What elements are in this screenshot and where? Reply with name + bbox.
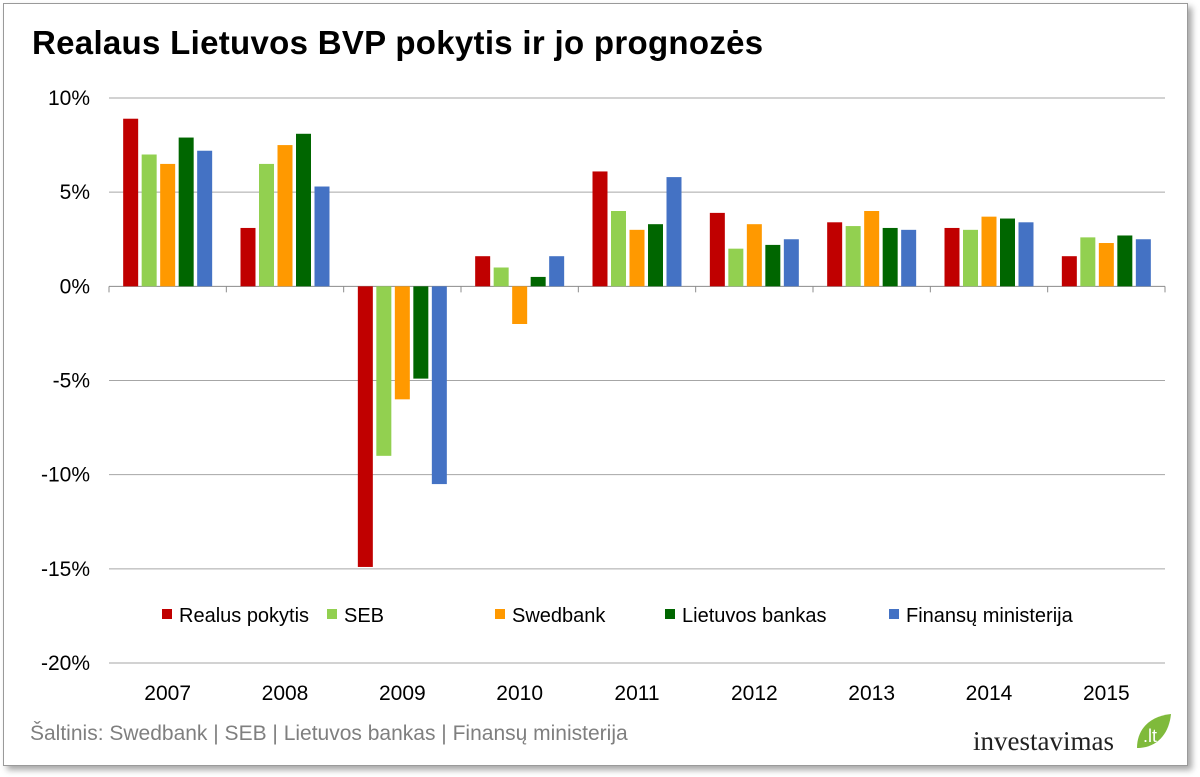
bar	[357, 286, 373, 567]
bar	[648, 224, 663, 287]
legend-swatch	[162, 609, 172, 619]
bar	[1080, 237, 1096, 287]
bar	[493, 267, 509, 287]
x-tick-label: 2015	[1083, 682, 1130, 705]
bar	[1117, 235, 1133, 287]
bar	[728, 248, 744, 287]
logo-text: investavimas	[973, 726, 1114, 756]
legend-label: SEB	[344, 605, 384, 627]
bar	[1098, 243, 1114, 287]
legend-label: Swedbank	[512, 605, 606, 627]
bar	[259, 163, 274, 287]
x-tick-label: 2012	[731, 682, 778, 705]
x-tick-label: 2014	[966, 682, 1013, 705]
bar	[783, 239, 799, 287]
bar	[160, 163, 176, 287]
leaf-icon: .lt	[1133, 712, 1173, 752]
bar	[413, 286, 429, 379]
legend-swatch	[665, 609, 675, 619]
legend-label: Lietuvos bankas	[682, 605, 827, 627]
bar	[827, 222, 843, 287]
y-tick-label: -20%	[41, 652, 90, 675]
bar	[981, 216, 997, 287]
bar	[296, 133, 311, 287]
bars	[123, 118, 1151, 567]
bar	[592, 171, 608, 287]
legend: Realus pokytis SEB Swedbank Lietuvos bankas…	[162, 605, 1074, 627]
y-axis-ticks: 10% 5% 0% -5% -10% -15% -20%	[41, 87, 90, 675]
bar	[530, 276, 546, 287]
bar	[882, 227, 898, 287]
bar	[240, 227, 256, 287]
bar	[178, 137, 194, 287]
bar	[901, 229, 917, 287]
bar	[475, 256, 491, 287]
bar	[123, 118, 139, 287]
bar	[709, 212, 725, 287]
bar	[864, 211, 880, 287]
logo-suffix: .lt	[1143, 726, 1157, 746]
bar	[1135, 239, 1151, 287]
source-note: Šaltinis: Swedbank | SEB | Lietuvos bank…	[30, 722, 628, 745]
x-tick-label: 2013	[848, 682, 895, 705]
chart-frame	[3, 3, 1188, 766]
bar	[512, 286, 528, 324]
bar	[611, 211, 626, 287]
chart-title: Realaus Lietuvos BVP pokytis ir jo progn…	[32, 24, 764, 61]
bar	[1018, 222, 1034, 287]
bar	[765, 244, 781, 287]
y-tick-label: 0%	[60, 275, 90, 298]
bar	[376, 286, 392, 456]
bar	[394, 286, 410, 400]
bar	[944, 227, 960, 287]
bar	[1061, 256, 1077, 287]
x-tick-label: 2010	[496, 682, 543, 705]
bar	[845, 226, 861, 287]
y-tick-label: 10%	[48, 87, 90, 110]
y-tick-label: -15%	[41, 558, 90, 581]
x-tick-label: 2007	[144, 682, 191, 705]
legend-swatch	[327, 609, 337, 619]
legend-label: Realus pokytis	[179, 605, 309, 627]
legend-swatch	[889, 609, 899, 619]
bar	[197, 150, 213, 287]
bar	[629, 229, 645, 287]
bar	[277, 145, 293, 287]
bar	[141, 154, 157, 287]
bar	[1000, 218, 1015, 287]
bar	[963, 229, 978, 287]
legend-swatch	[495, 609, 505, 619]
x-tick-label: 2011	[614, 682, 659, 705]
y-tick-label: 5%	[60, 181, 90, 204]
bar	[431, 286, 447, 485]
legend-label: Finansų ministerija	[906, 605, 1074, 627]
x-tick-label: 2008	[262, 682, 309, 705]
x-axis-ticks: 2007 2008 2009 2010 2011 2012 2013 2014 2015	[144, 682, 1129, 705]
y-tick-label: -10%	[41, 464, 90, 487]
bar	[666, 177, 682, 287]
y-tick-label: -5%	[53, 370, 90, 393]
bar	[746, 224, 762, 287]
x-tick-label: 2009	[379, 682, 426, 705]
bar	[314, 186, 330, 287]
bar	[549, 256, 565, 287]
